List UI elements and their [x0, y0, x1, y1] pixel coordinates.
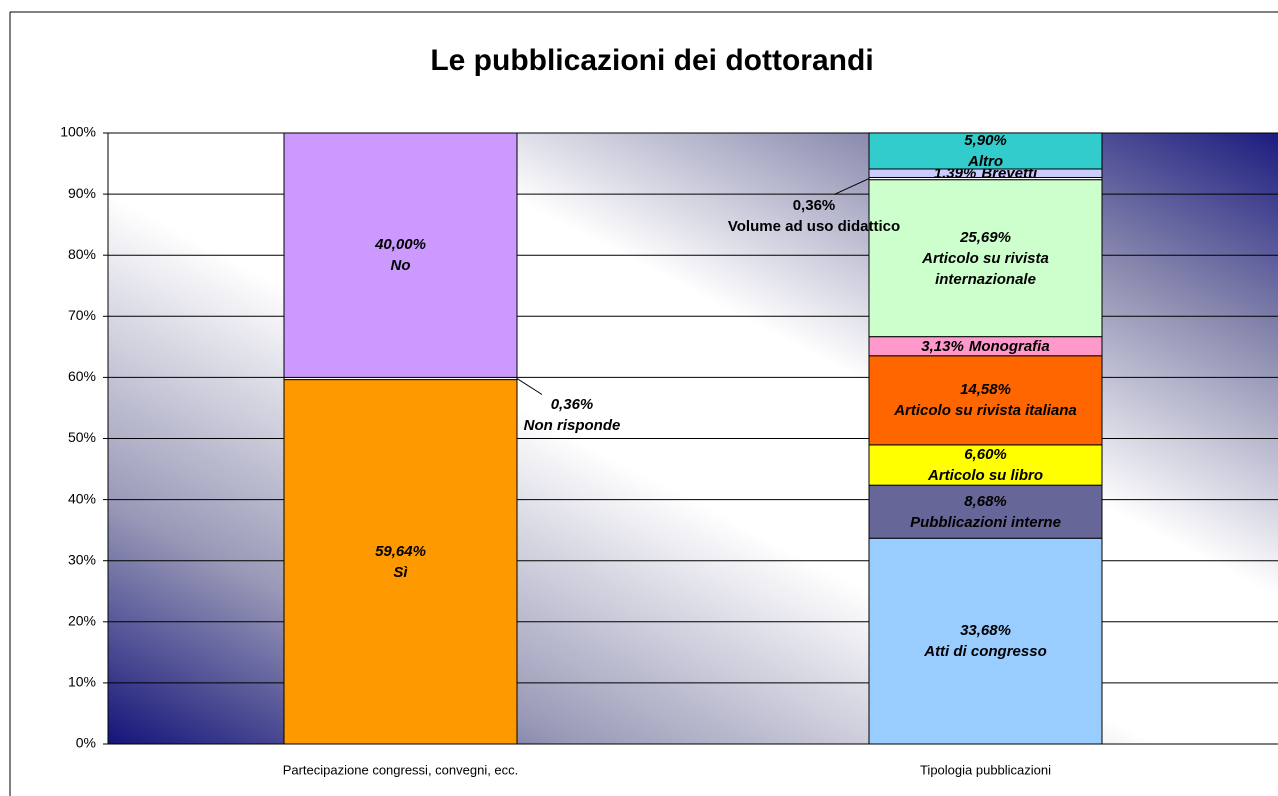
x-tick-label: Partecipazione congressi, convegni, ecc. [283, 762, 519, 777]
y-tick-label: 50% [68, 429, 96, 445]
segment-name: Monografia [968, 337, 1050, 355]
outside-label: 0,36% Volume ad uso didattico [724, 195, 904, 237]
segment-label: 40,00% No [286, 133, 515, 377]
y-tick-label: 100% [60, 124, 96, 140]
label-box: 0,36% Non risponde [482, 394, 662, 436]
segment-name: Atti di congresso [924, 643, 1047, 661]
segment-label: 8,68% Pubblicazioni interne [871, 485, 1100, 538]
label-box: 3,13% Monografia [871, 337, 1100, 356]
leader-line [516, 378, 543, 395]
label-box: 59,64% Sì [286, 380, 515, 744]
segment-name: Altro [968, 152, 1003, 169]
segment-name: No [390, 257, 411, 275]
segment-label: 59,64% Sì [286, 380, 515, 744]
y-tick-label: 60% [68, 368, 96, 384]
label-box: 25,69% Articolo su rivista internazionale [871, 180, 1100, 337]
segment-name: Sì [393, 563, 408, 581]
segment-label: 1,39% Brevetti [871, 169, 1100, 177]
y-tick-label: 70% [68, 307, 96, 323]
value-label: 1,39% [934, 169, 977, 177]
segment-name: Articolo su rivista internazionale [922, 249, 1049, 288]
value-label: 8,68% [964, 492, 1007, 510]
x-tick-label: Tipologia pubblicazioni [920, 762, 1051, 777]
segment-label: 14,58% Articolo su rivista italiana [871, 356, 1100, 445]
y-tick-label: 20% [68, 613, 96, 629]
bar-segment [868, 132, 1103, 170]
segment-label: 5,90% Altro [871, 133, 1100, 169]
chart-title: Le pubblicazioni dei dottorandi [430, 44, 873, 77]
value-label: 0,36% [550, 396, 594, 414]
label-box: 1,39% Brevetti [871, 169, 1100, 177]
label-box: 5,90% Altro [871, 133, 1100, 169]
segment-label: 33,68% Atti di congresso [871, 538, 1100, 744]
value-label: 59,64% [375, 542, 426, 560]
value-label: 6,60% [964, 446, 1007, 463]
segment-name: Brevetti [981, 169, 1037, 177]
segment-label: 6,60% Articolo su libro [871, 445, 1100, 485]
y-tick-label: 80% [68, 246, 96, 262]
segment-name: Non risponde [523, 417, 621, 435]
label-box: 14,58% Articolo su rivista italiana [871, 356, 1100, 445]
bar-segment [868, 444, 1103, 486]
label-box: 0,36% Volume ad uso didattico [724, 195, 904, 237]
label-box: 6,60% Articolo su libro [871, 445, 1100, 485]
bar-segment [868, 537, 1103, 745]
y-tick-label: 0% [76, 735, 96, 751]
leader-line [833, 178, 870, 196]
y-tick-label: 30% [68, 551, 96, 567]
segment-label: 3,13% Monografia [871, 337, 1100, 356]
value-label: 3,13% [921, 337, 964, 355]
label-box: 40,00% No [286, 133, 515, 377]
y-tick-label: 10% [68, 674, 96, 690]
value-label: 25,69% [960, 228, 1011, 246]
segment-name: Pubblicazioni interne [910, 513, 1061, 531]
bar-segment [868, 484, 1103, 539]
segment-name: Articolo su rivista italiana [894, 402, 1077, 420]
value-label: 14,58% [960, 381, 1011, 399]
bar-segment [283, 379, 518, 745]
label-box: 33,68% Atti di congresso [871, 538, 1100, 744]
segment-name: Volume ad uso didattico [727, 217, 901, 235]
bar-segment [868, 355, 1103, 446]
segment-label: 25,69% Articolo su rivista internazionale [871, 180, 1100, 337]
value-label: 40,00% [375, 236, 426, 254]
value-label: 0,36% [792, 196, 836, 214]
value-label: 33,68% [960, 622, 1011, 640]
bar-segment [283, 132, 518, 378]
bar-segment [868, 179, 1103, 338]
y-tick-label: 40% [68, 490, 96, 506]
y-tick-label: 90% [68, 185, 96, 201]
label-box: 8,68% Pubblicazioni interne [871, 485, 1100, 538]
value-label: 5,90% [964, 132, 1007, 149]
outside-label: 0,36% Non risponde [482, 394, 662, 436]
segment-name: Articolo su libro [927, 467, 1043, 484]
